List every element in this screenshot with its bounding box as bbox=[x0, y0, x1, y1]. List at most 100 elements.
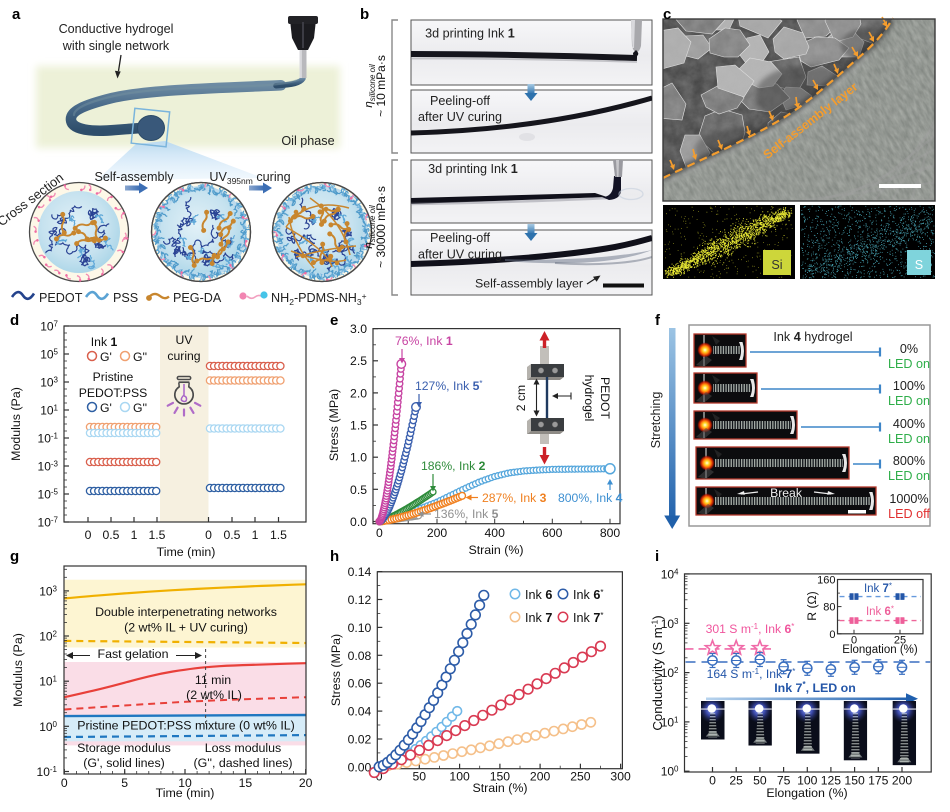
svg-text:10-1: 10-1 bbox=[37, 765, 58, 779]
svg-text:5: 5 bbox=[121, 776, 128, 790]
svg-text:UV: UV bbox=[176, 333, 194, 347]
svg-text:0.12: 0.12 bbox=[348, 593, 372, 607]
svg-text:80: 80 bbox=[823, 602, 835, 614]
svg-text:Strain (%): Strain (%) bbox=[468, 543, 523, 557]
svg-text:100: 100 bbox=[661, 765, 679, 779]
svg-text:G'': G'' bbox=[133, 401, 147, 415]
svg-text:Ink 6: Ink 6 bbox=[525, 588, 552, 602]
svg-text:R (Ω): R (Ω) bbox=[805, 591, 819, 620]
svg-text:Oil phase: Oil phase bbox=[281, 134, 334, 148]
svg-text:800%, Ink 4: 800%, Ink 4 bbox=[558, 491, 623, 505]
svg-text:200: 200 bbox=[530, 770, 551, 784]
svg-text:150: 150 bbox=[844, 774, 865, 788]
svg-text:15: 15 bbox=[239, 776, 253, 790]
svg-text:0.06: 0.06 bbox=[348, 677, 372, 691]
svg-text:Ink 7: Ink 7 bbox=[525, 611, 552, 625]
svg-text:Stress (MPa): Stress (MPa) bbox=[329, 634, 343, 706]
svg-text:Loss modulus: Loss modulus bbox=[205, 741, 281, 755]
svg-text:175: 175 bbox=[868, 774, 889, 788]
svg-text:0.5: 0.5 bbox=[350, 483, 367, 497]
svg-text:101: 101 bbox=[40, 404, 58, 418]
svg-text:Stretching: Stretching bbox=[649, 392, 663, 449]
svg-text:0.08: 0.08 bbox=[348, 649, 372, 663]
svg-text:Double interpenetrating networ: Double interpenetrating networks bbox=[95, 605, 277, 619]
svg-text:150: 150 bbox=[490, 770, 511, 784]
svg-text:400%: 400% bbox=[893, 417, 925, 431]
svg-text:(G'', dashed lines): (G'', dashed lines) bbox=[193, 756, 292, 770]
svg-text:(G', solid lines): (G', solid lines) bbox=[83, 756, 165, 770]
svg-text:1.5: 1.5 bbox=[350, 419, 367, 433]
svg-text:105: 105 bbox=[40, 348, 58, 362]
svg-text:2.5: 2.5 bbox=[350, 354, 367, 368]
svg-text:0: 0 bbox=[61, 776, 68, 790]
svg-text:PEDOT:PSS: PEDOT:PSS bbox=[79, 386, 147, 400]
svg-text:Ink 7*, LED on: Ink 7*, LED on bbox=[774, 680, 856, 695]
svg-text:0.04: 0.04 bbox=[348, 705, 372, 719]
svg-text:after UV curing: after UV curing bbox=[418, 110, 502, 124]
svg-text:25: 25 bbox=[894, 634, 906, 646]
svg-text:Elongation (%): Elongation (%) bbox=[766, 786, 847, 800]
svg-text:Ink 1: Ink 1 bbox=[91, 335, 118, 349]
svg-text:103: 103 bbox=[40, 376, 58, 390]
svg-text:3.0: 3.0 bbox=[350, 322, 367, 336]
svg-text:160: 160 bbox=[817, 575, 835, 587]
svg-text:300: 300 bbox=[610, 770, 631, 784]
svg-text:Self-assembly layer: Self-assembly layer bbox=[475, 277, 583, 291]
svg-text:Ink 6*: Ink 6* bbox=[866, 605, 894, 619]
svg-text:G': G' bbox=[100, 350, 112, 364]
svg-text:2 cm: 2 cm bbox=[514, 385, 528, 411]
svg-text:G': G' bbox=[100, 401, 112, 415]
svg-text:Stress (MPa): Stress (MPa) bbox=[327, 389, 341, 461]
svg-text:Fast gelation: Fast gelation bbox=[98, 647, 169, 661]
svg-text:2.0: 2.0 bbox=[350, 386, 367, 400]
svg-text:0.10: 0.10 bbox=[348, 621, 372, 635]
svg-text:curing: curing bbox=[167, 349, 200, 363]
svg-text:136%, Ink 5: 136%, Ink 5 bbox=[434, 507, 499, 521]
svg-text:301 S m-1, Ink 6*: 301 S m-1, Ink 6* bbox=[706, 622, 795, 636]
svg-text:75: 75 bbox=[777, 774, 791, 788]
svg-text:20: 20 bbox=[299, 776, 313, 790]
svg-text:Si: Si bbox=[771, 258, 782, 272]
svg-text:101: 101 bbox=[39, 675, 57, 689]
svg-text:Modulus (Pa): Modulus (Pa) bbox=[9, 387, 23, 461]
svg-text:0: 0 bbox=[376, 526, 383, 540]
svg-text:0%: 0% bbox=[900, 342, 918, 356]
svg-text:1.5: 1.5 bbox=[149, 528, 166, 542]
svg-text:0.14: 0.14 bbox=[348, 565, 372, 579]
svg-text:1.5: 1.5 bbox=[270, 528, 287, 542]
svg-text:~ 10 mPa·s: ~ 10 mPa·s bbox=[374, 55, 388, 117]
svg-text:200: 200 bbox=[427, 526, 448, 540]
svg-text:0: 0 bbox=[205, 528, 212, 542]
svg-text:127%, Ink 5*: 127%, Ink 5* bbox=[415, 379, 483, 393]
svg-text:3d printing Ink 1: 3d printing Ink 1 bbox=[425, 27, 515, 41]
svg-text:S: S bbox=[915, 258, 923, 272]
svg-text:100: 100 bbox=[39, 720, 57, 734]
svg-text:0.02: 0.02 bbox=[348, 733, 372, 747]
svg-text:(2 wt% IL): (2 wt% IL) bbox=[186, 688, 242, 702]
svg-text:3d printing Ink 1: 3d printing Ink 1 bbox=[428, 162, 518, 176]
svg-text:Self-assembly: Self-assembly bbox=[94, 170, 174, 184]
svg-text:LED off: LED off bbox=[888, 507, 930, 521]
svg-text:76%, Ink 1: 76%, Ink 1 bbox=[395, 334, 453, 348]
svg-text:Ink 4 hydrogel: Ink 4 hydrogel bbox=[773, 330, 852, 344]
svg-text:Time (min): Time (min) bbox=[156, 786, 215, 800]
svg-text:LED on: LED on bbox=[888, 357, 930, 371]
svg-text:Break: Break bbox=[770, 486, 803, 500]
svg-text:200: 200 bbox=[892, 774, 913, 788]
svg-text:ηsilicone oil: ηsilicone oil bbox=[363, 205, 377, 249]
svg-text:104: 104 bbox=[661, 568, 679, 582]
svg-text:10: 10 bbox=[178, 776, 192, 790]
svg-text:186%, Ink 2: 186%, Ink 2 bbox=[421, 459, 486, 473]
svg-text:103: 103 bbox=[39, 584, 57, 598]
svg-text:800%: 800% bbox=[893, 454, 925, 468]
svg-text:Elongation (%): Elongation (%) bbox=[842, 644, 918, 656]
svg-text:0: 0 bbox=[376, 770, 383, 784]
svg-text:Conductivity (S m-1): Conductivity (S m-1) bbox=[650, 615, 666, 730]
svg-text:0: 0 bbox=[709, 774, 716, 788]
svg-text:Storage modulus: Storage modulus bbox=[77, 741, 171, 755]
svg-text:Peeling-off: Peeling-off bbox=[430, 94, 490, 108]
svg-text:LED on: LED on bbox=[888, 469, 930, 483]
svg-text:G'': G'' bbox=[133, 350, 147, 364]
svg-text:NH2-PDMS-NH3+: NH2-PDMS-NH3+ bbox=[271, 291, 367, 307]
svg-text:PEDOT: PEDOT bbox=[39, 291, 83, 305]
